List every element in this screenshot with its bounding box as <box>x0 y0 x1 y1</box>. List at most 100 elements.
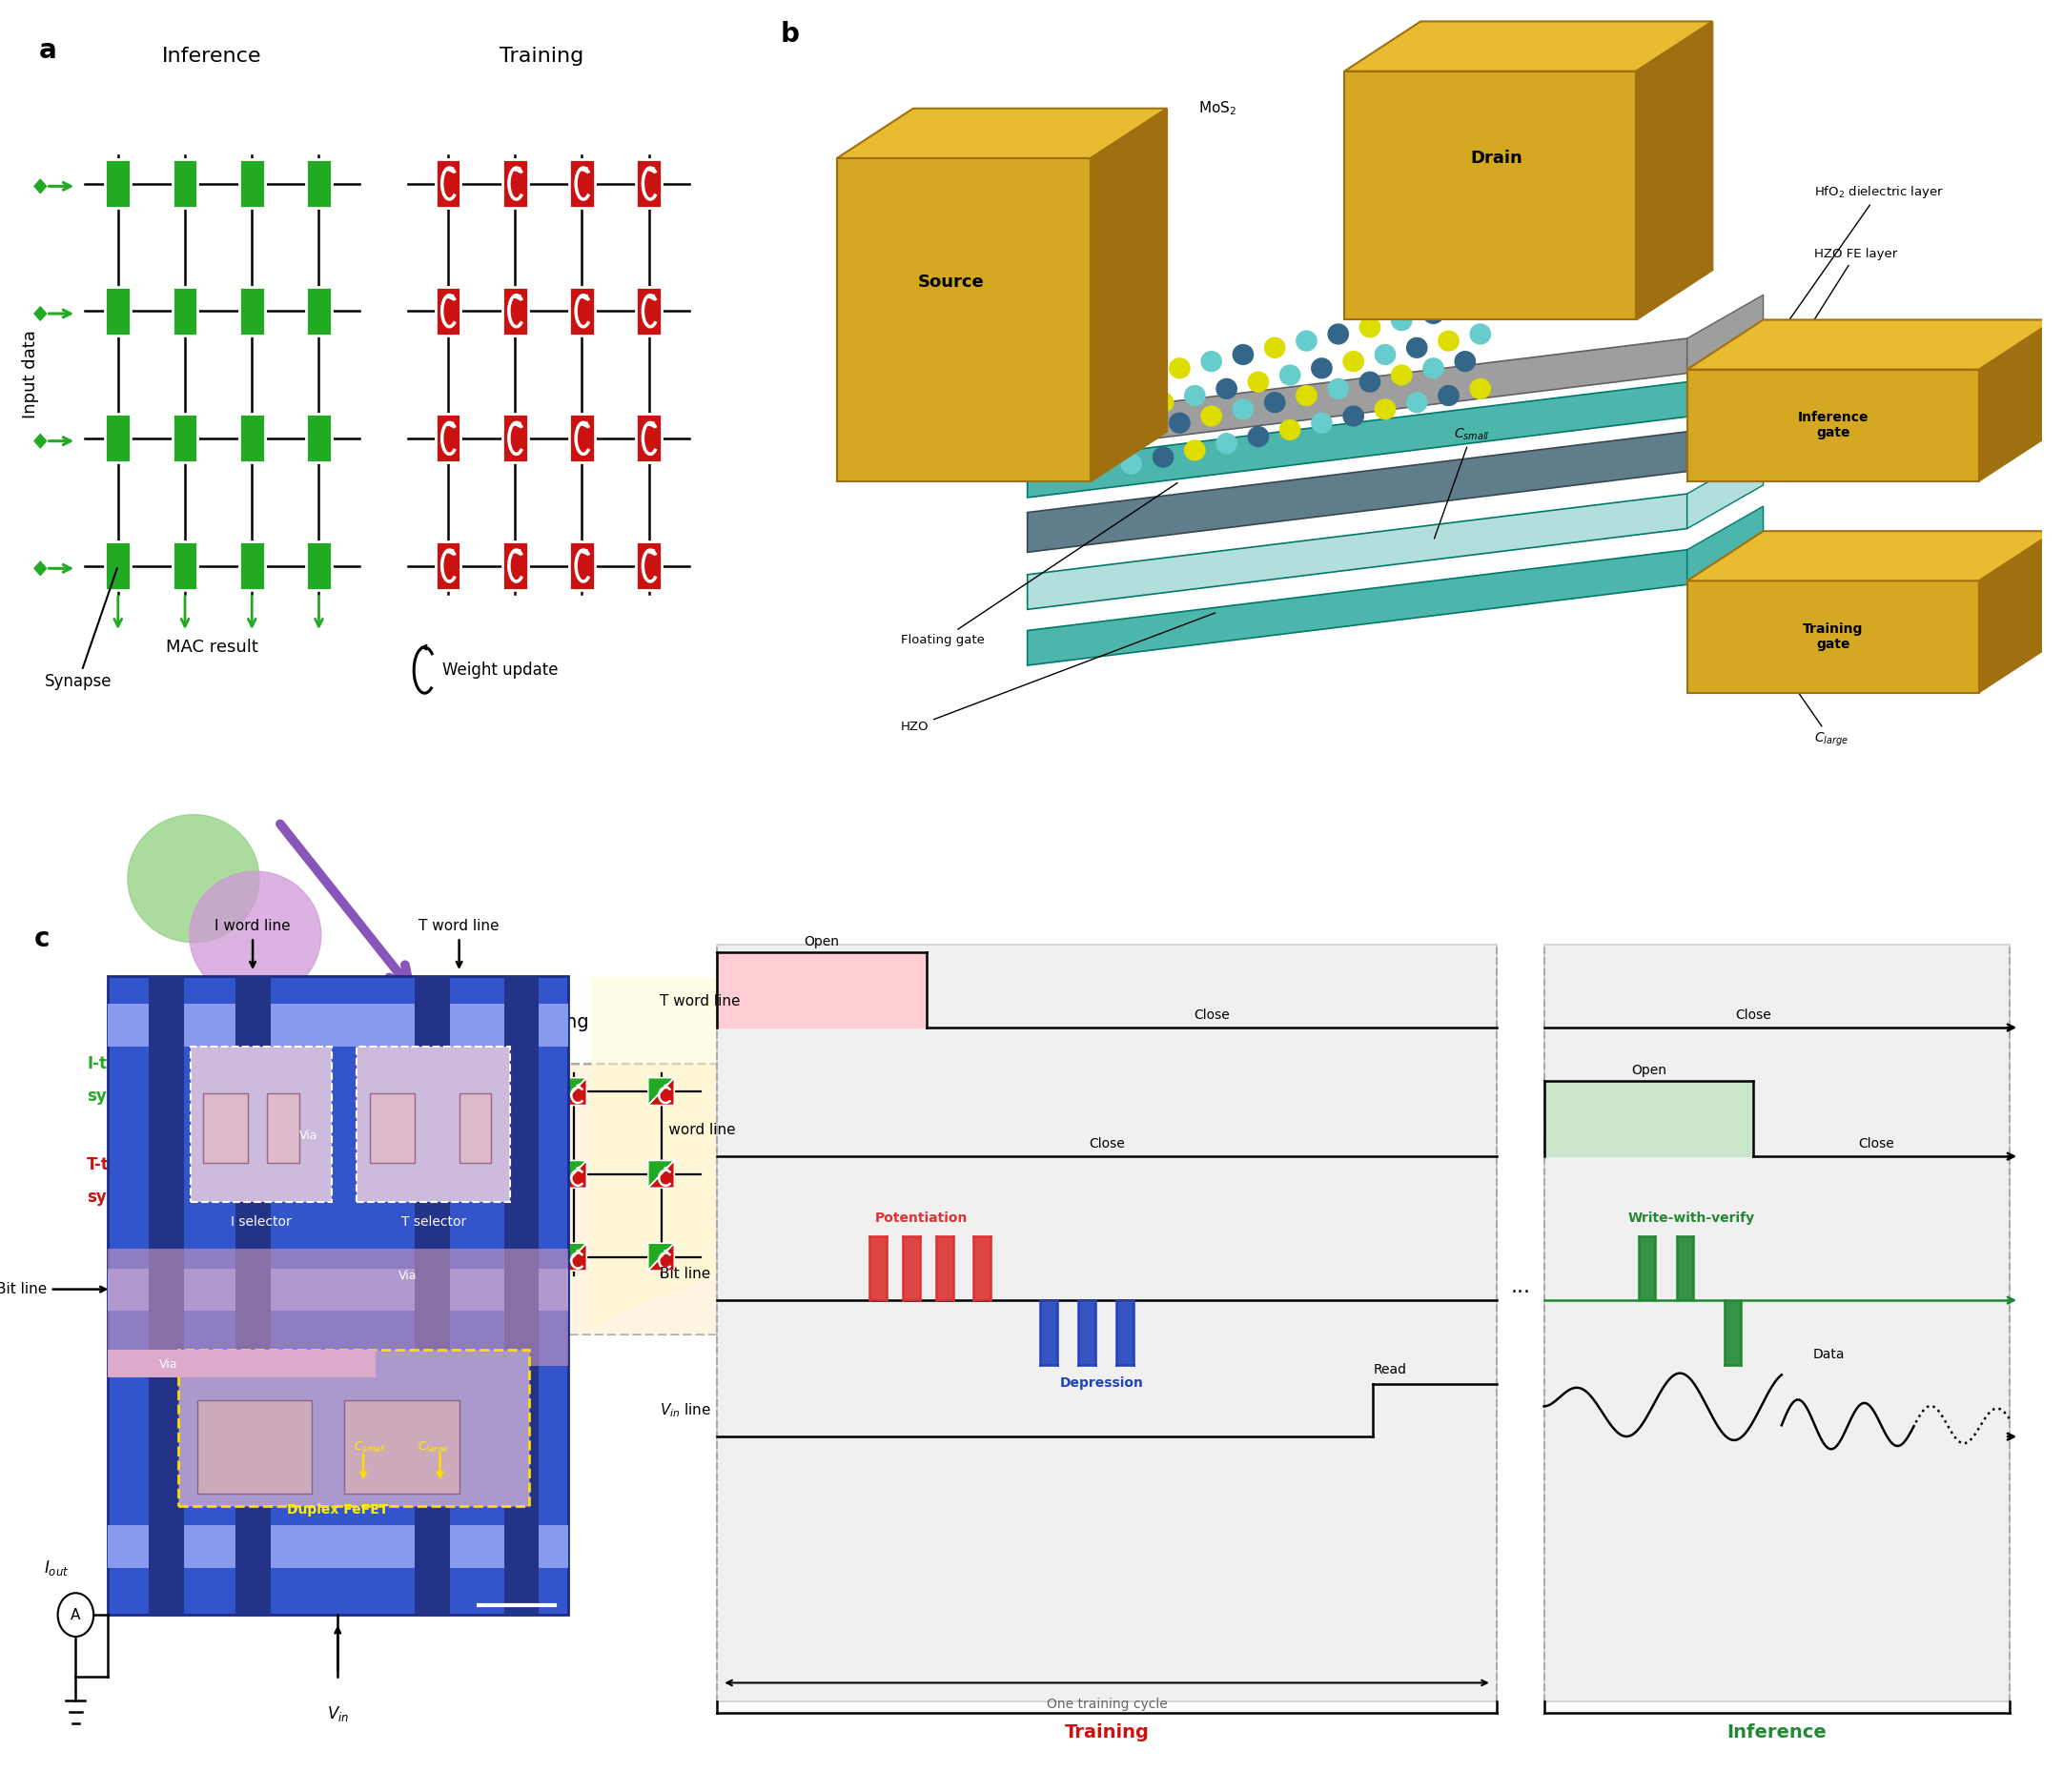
Polygon shape <box>472 1161 499 1188</box>
Polygon shape <box>1688 339 1764 418</box>
FancyBboxPatch shape <box>635 159 662 208</box>
Text: $C_{small}$: $C_{small}$ <box>1434 426 1489 539</box>
FancyBboxPatch shape <box>345 1401 460 1495</box>
FancyBboxPatch shape <box>171 287 198 335</box>
FancyBboxPatch shape <box>569 159 594 208</box>
Circle shape <box>1184 441 1205 461</box>
Text: $C_{small}$: $C_{small}$ <box>353 1441 386 1455</box>
Text: Inference: Inference <box>1727 1722 1828 1742</box>
Polygon shape <box>386 1244 411 1271</box>
FancyBboxPatch shape <box>501 414 528 462</box>
Text: T word line: T word line <box>660 995 741 1009</box>
Polygon shape <box>1688 319 2055 369</box>
Text: $V_{in}$ line: $V_{in}$ line <box>660 1401 712 1419</box>
Text: Open: Open <box>1632 1063 1667 1077</box>
Circle shape <box>1106 426 1126 446</box>
Circle shape <box>1423 358 1444 378</box>
FancyBboxPatch shape <box>198 1401 312 1495</box>
Circle shape <box>1393 366 1411 385</box>
FancyBboxPatch shape <box>105 414 130 462</box>
Polygon shape <box>648 1161 675 1188</box>
Text: HfO$_2$ dielectric layer: HfO$_2$ dielectric layer <box>1764 185 1943 355</box>
FancyBboxPatch shape <box>245 1064 772 1335</box>
FancyBboxPatch shape <box>239 287 264 335</box>
Polygon shape <box>1027 339 1688 453</box>
Polygon shape <box>838 158 1091 482</box>
Circle shape <box>1122 453 1141 473</box>
Circle shape <box>1471 324 1489 344</box>
Text: Training: Training <box>1065 1722 1149 1742</box>
FancyBboxPatch shape <box>501 287 528 335</box>
Text: Drain: Drain <box>1471 149 1522 167</box>
Circle shape <box>1360 373 1380 392</box>
Text: I selector: I selector <box>231 1215 291 1228</box>
Circle shape <box>1234 400 1252 419</box>
Polygon shape <box>472 1244 499 1271</box>
Circle shape <box>1153 448 1174 468</box>
Circle shape <box>1201 407 1221 426</box>
Circle shape <box>58 1593 93 1636</box>
Circle shape <box>1234 344 1252 364</box>
Text: Via: Via <box>159 1358 177 1371</box>
Polygon shape <box>1978 530 2055 694</box>
Polygon shape <box>297 1161 324 1188</box>
Polygon shape <box>35 306 45 321</box>
Polygon shape <box>648 1077 675 1106</box>
FancyBboxPatch shape <box>718 944 1496 1702</box>
Polygon shape <box>35 561 45 575</box>
FancyBboxPatch shape <box>1543 944 2009 1702</box>
FancyBboxPatch shape <box>239 159 264 208</box>
Polygon shape <box>561 1244 586 1271</box>
Text: T selector: T selector <box>400 1215 466 1228</box>
Text: b: b <box>780 22 798 48</box>
Polygon shape <box>1978 319 2055 482</box>
Circle shape <box>1376 400 1395 419</box>
Text: Inference
gate: Inference gate <box>1797 410 1869 439</box>
FancyBboxPatch shape <box>235 977 270 1615</box>
Polygon shape <box>1027 495 1688 609</box>
FancyBboxPatch shape <box>635 541 662 590</box>
Polygon shape <box>561 1077 586 1106</box>
Text: Potentiation: Potentiation <box>875 1211 968 1224</box>
Text: for in situ learning: for in situ learning <box>419 1014 588 1032</box>
FancyBboxPatch shape <box>268 1093 299 1163</box>
Circle shape <box>1376 344 1395 364</box>
Circle shape <box>1217 378 1236 398</box>
Text: TIIO cell: TIIO cell <box>466 982 541 1000</box>
Polygon shape <box>128 815 260 943</box>
Polygon shape <box>472 1244 499 1271</box>
FancyBboxPatch shape <box>105 541 130 590</box>
Text: $C_{large}$: $C_{large}$ <box>1727 590 1848 749</box>
Text: T-type: T-type <box>87 1156 142 1174</box>
Text: c: c <box>35 926 50 952</box>
Circle shape <box>1423 303 1444 324</box>
FancyBboxPatch shape <box>171 541 198 590</box>
Text: MoS$_2$: MoS$_2$ <box>1199 100 1236 116</box>
Polygon shape <box>561 1161 586 1188</box>
FancyBboxPatch shape <box>501 541 528 590</box>
Text: $C_{large}$: $C_{large}$ <box>417 1439 450 1455</box>
FancyBboxPatch shape <box>460 1093 491 1163</box>
Polygon shape <box>35 179 45 194</box>
Text: Floating gate: Floating gate <box>899 482 1178 645</box>
Circle shape <box>1329 324 1349 344</box>
FancyBboxPatch shape <box>105 287 130 335</box>
Polygon shape <box>561 1077 586 1106</box>
Circle shape <box>1265 337 1285 358</box>
Polygon shape <box>648 1161 675 1188</box>
Circle shape <box>1407 337 1428 358</box>
Polygon shape <box>386 1161 411 1188</box>
FancyBboxPatch shape <box>501 159 528 208</box>
Text: Close: Close <box>1735 1009 1772 1021</box>
Polygon shape <box>472 1161 499 1188</box>
FancyBboxPatch shape <box>239 414 264 462</box>
Polygon shape <box>590 977 765 1326</box>
Polygon shape <box>1688 296 1764 373</box>
Circle shape <box>1343 351 1364 371</box>
Polygon shape <box>838 108 1168 158</box>
FancyBboxPatch shape <box>107 1004 567 1047</box>
Polygon shape <box>1688 389 1764 471</box>
FancyBboxPatch shape <box>107 977 567 1615</box>
Polygon shape <box>1027 550 1688 665</box>
Circle shape <box>1296 385 1316 405</box>
